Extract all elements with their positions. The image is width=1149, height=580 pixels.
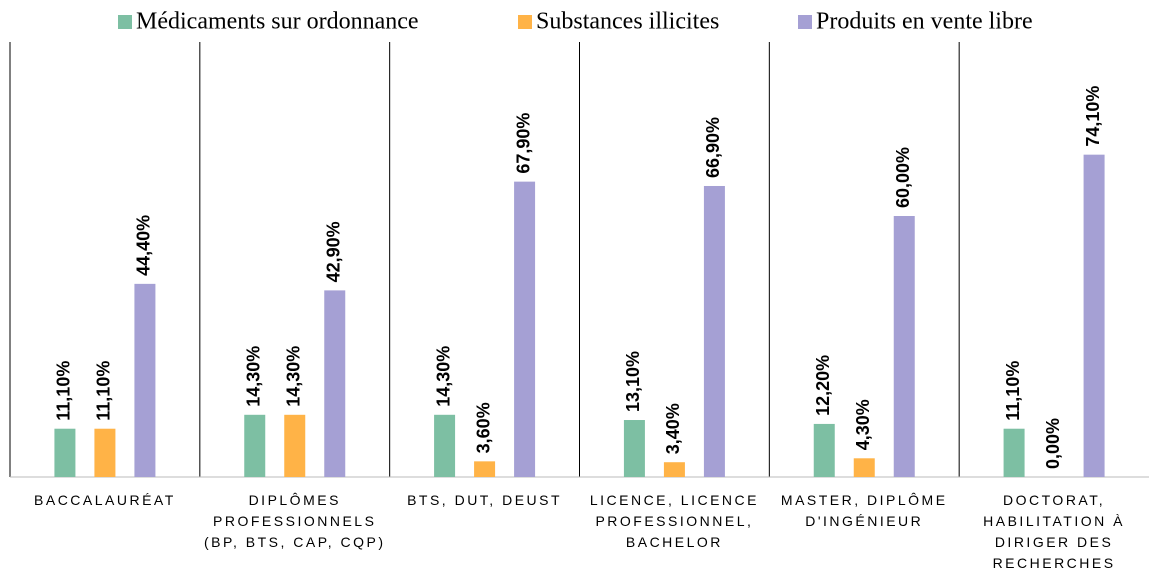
data-label: 11,10% bbox=[54, 361, 74, 421]
data-label: 11,10% bbox=[1003, 361, 1023, 421]
data-label: 67,90% bbox=[513, 113, 533, 174]
x-tick-label: BTS, DUT, DEUST bbox=[407, 492, 563, 508]
x-tick-label: MASTER, DIPLÔME D'INGÉNIEUR bbox=[780, 492, 948, 529]
legend-swatch bbox=[118, 15, 132, 29]
x-tick-label: DOCTORAT, HABILITATION À DIRIGER DES REC… bbox=[983, 492, 1125, 571]
bar bbox=[134, 283, 156, 477]
data-label: 4,30% bbox=[853, 399, 873, 450]
data-label: 0,00% bbox=[1043, 418, 1063, 469]
data-label: 3,60% bbox=[473, 402, 493, 453]
bar bbox=[54, 428, 76, 477]
data-label: 74,10% bbox=[1083, 86, 1103, 147]
legend-swatch bbox=[798, 15, 812, 29]
bar bbox=[434, 414, 456, 477]
bar bbox=[1083, 154, 1105, 478]
bar bbox=[284, 414, 306, 477]
bar bbox=[474, 461, 496, 477]
bar bbox=[853, 458, 875, 477]
data-label: 3,40% bbox=[663, 403, 683, 454]
bar bbox=[893, 216, 915, 477]
bar bbox=[623, 420, 645, 477]
data-label: 66,90% bbox=[703, 117, 723, 178]
x-tick-label: LICENCE, LICENCE PROFESSIONNEL, BACHELOR bbox=[589, 492, 759, 550]
legend-label: Produits en vente libre bbox=[816, 9, 1033, 35]
bar bbox=[663, 462, 685, 477]
x-tick-label: DIPLÔMES PROFESSIONNELS (BP, BTS, CAP, C… bbox=[203, 492, 386, 550]
legend-swatch bbox=[518, 15, 532, 29]
bar bbox=[244, 414, 266, 477]
data-label: 13,10% bbox=[623, 351, 643, 412]
data-label: 12,20% bbox=[813, 355, 833, 416]
bar bbox=[703, 185, 725, 478]
bar bbox=[1003, 428, 1025, 477]
data-label: 44,40% bbox=[134, 215, 154, 276]
legend-label: Médicaments sur ordonnance bbox=[136, 9, 419, 35]
data-label: 42,90% bbox=[324, 221, 344, 282]
data-label: 11,10% bbox=[94, 361, 114, 421]
legend-label: Substances illicites bbox=[536, 9, 719, 35]
data-label: 60,00% bbox=[893, 147, 913, 208]
bar bbox=[94, 428, 116, 477]
bar bbox=[813, 423, 835, 477]
bar bbox=[324, 290, 346, 477]
data-label: 14,30% bbox=[244, 346, 264, 407]
bar bbox=[514, 181, 536, 477]
data-label: 14,30% bbox=[284, 346, 304, 407]
x-tick-label: BACCALAURÉAT bbox=[34, 492, 176, 508]
data-label: 14,30% bbox=[433, 346, 453, 407]
